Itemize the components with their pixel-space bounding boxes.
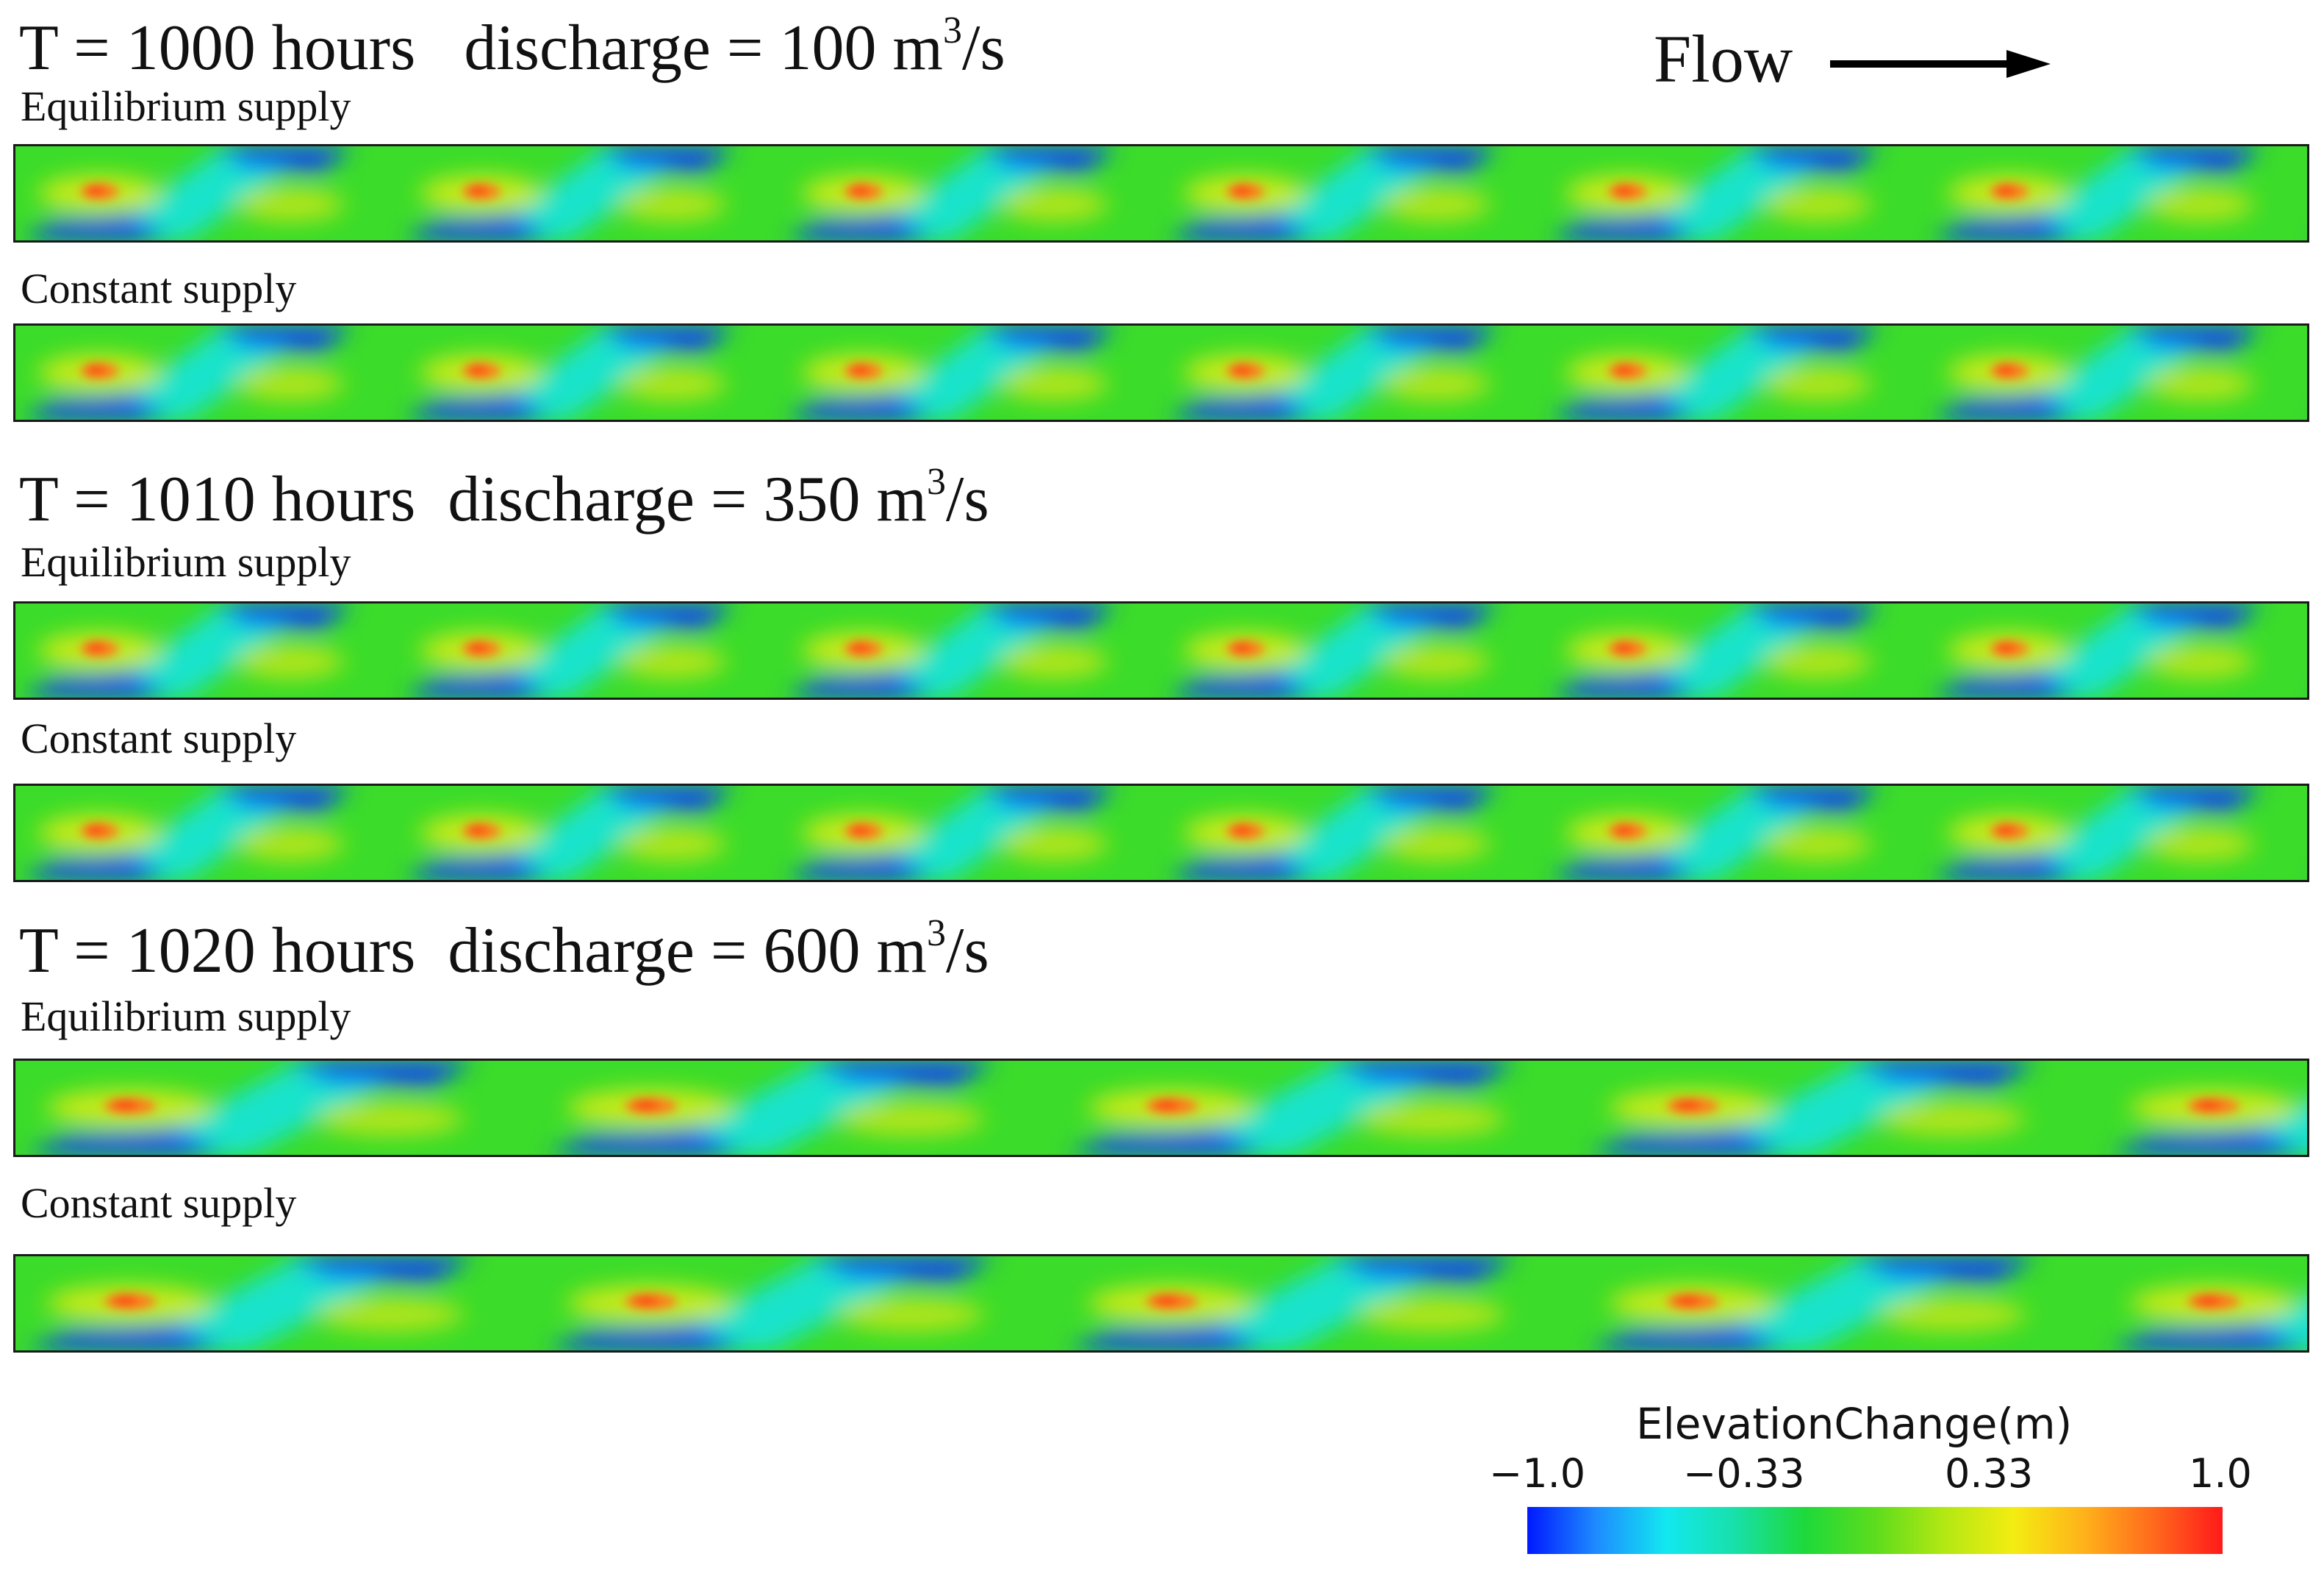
elevation-field	[15, 1256, 2307, 1350]
strip-label: Constant supply	[21, 1179, 297, 1227]
elevation-field	[15, 1061, 2307, 1155]
colorbar-gradient	[1527, 1507, 2223, 1554]
elevation-field	[15, 604, 2307, 698]
colorbar-tick: 0.33	[1945, 1450, 2034, 1497]
elevation-strip	[13, 1254, 2309, 1353]
strip-label: Equilibrium supply	[21, 538, 351, 586]
group-title-1: T = 1000 hours discharge = 100 m3/s	[19, 12, 1005, 81]
colorbar-tick: 1.0	[2189, 1450, 2252, 1497]
unit-exponent: 3	[927, 461, 947, 503]
colorbar-tick: −0.33	[1683, 1450, 1805, 1497]
elevation-strip	[13, 144, 2309, 243]
flow-arrow-icon	[1830, 50, 2051, 78]
strip-label: Constant supply	[21, 715, 297, 762]
colorbar-tick: −1.0	[1489, 1450, 1586, 1497]
elevation-strip	[13, 323, 2309, 422]
strip-label: Equilibrium supply	[21, 992, 351, 1040]
unit-exponent: 3	[927, 912, 947, 954]
group-title-2: T = 1010 hours discharge = 350 m3/s	[19, 463, 989, 532]
strip-label: Equilibrium supply	[21, 82, 351, 130]
time-label: T = 1000 hours	[19, 12, 416, 84]
discharge-label: discharge = 100 m	[464, 12, 944, 84]
unit-tail: /s	[962, 12, 1005, 84]
unit-exponent: 3	[943, 10, 963, 51]
elevation-field	[15, 326, 2307, 420]
discharge-label: discharge = 350 m	[448, 464, 928, 535]
flow-label: Flow	[1654, 21, 1793, 96]
elevation-field	[15, 146, 2307, 240]
elevation-strip	[13, 1059, 2309, 1157]
time-label: T = 1010 hours	[19, 464, 416, 535]
unit-tail: /s	[946, 464, 989, 535]
elevation-strip	[13, 601, 2309, 700]
strip-label: Constant supply	[21, 265, 297, 312]
time-label: T = 1020 hours	[19, 915, 416, 987]
unit-tail: /s	[946, 915, 989, 987]
discharge-label: discharge = 600 m	[448, 915, 928, 987]
elevation-strip	[13, 784, 2309, 882]
colorbar-title: ElevationChange(m)	[1636, 1399, 2073, 1449]
elevation-field	[15, 786, 2307, 880]
group-title-3: T = 1020 hours discharge = 600 m3/s	[19, 914, 989, 984]
